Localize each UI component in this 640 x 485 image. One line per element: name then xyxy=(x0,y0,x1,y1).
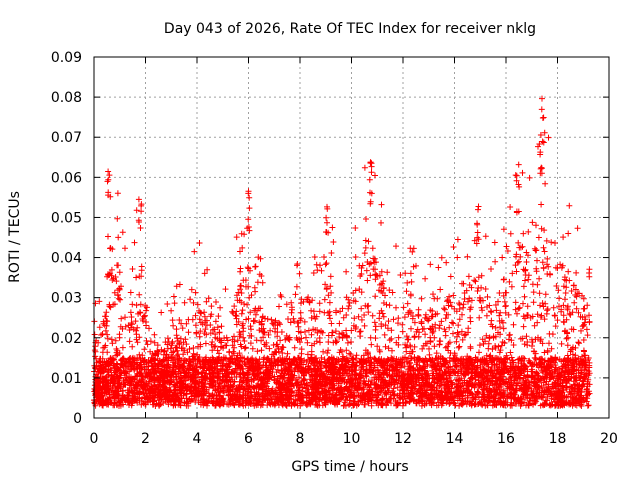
x-tick-label: 14 xyxy=(446,431,464,447)
x-tick-label: 18 xyxy=(549,431,567,447)
tick-marks xyxy=(93,56,610,419)
x-tick-label: 2 xyxy=(141,431,150,447)
x-tick-label: 16 xyxy=(497,431,515,447)
y-tick-label: 0.08 xyxy=(51,90,82,106)
scatter-points xyxy=(91,95,593,409)
tick-labels: 0 2 4 6 8 10 12 14 16 18 20 0 0.01 0.02 0.03 0.04 0.05 0.… xyxy=(51,50,618,447)
x-tick-label: 6 xyxy=(244,431,253,447)
y-tick-label: 0.07 xyxy=(51,130,82,146)
y-axis-label: ROTI / TECUs xyxy=(7,191,23,283)
y-tick-label: 0.02 xyxy=(51,331,82,347)
x-tick-label: 0 xyxy=(90,431,99,447)
x-axis-label: GPS time / hours xyxy=(291,459,408,475)
y-tick-label: 0.04 xyxy=(51,251,82,267)
y-tick-label: 0.05 xyxy=(51,210,82,226)
y-tick-label: 0.09 xyxy=(51,50,82,66)
y-tick-label: 0 xyxy=(73,411,82,427)
x-tick-label: 12 xyxy=(394,431,412,447)
chart-title: Day 043 of 2026, Rate Of TEC Index for r… xyxy=(164,21,536,37)
x-tick-label: 4 xyxy=(193,431,202,447)
x-tick-label: 20 xyxy=(600,431,618,447)
y-tick-label: 0.03 xyxy=(51,291,82,307)
x-tick-label: 8 xyxy=(296,431,305,447)
y-tick-label: 0.06 xyxy=(51,170,82,186)
y-tick-label: 0.01 xyxy=(51,371,82,387)
x-tick-label: 10 xyxy=(343,431,361,447)
data-points xyxy=(91,95,593,409)
